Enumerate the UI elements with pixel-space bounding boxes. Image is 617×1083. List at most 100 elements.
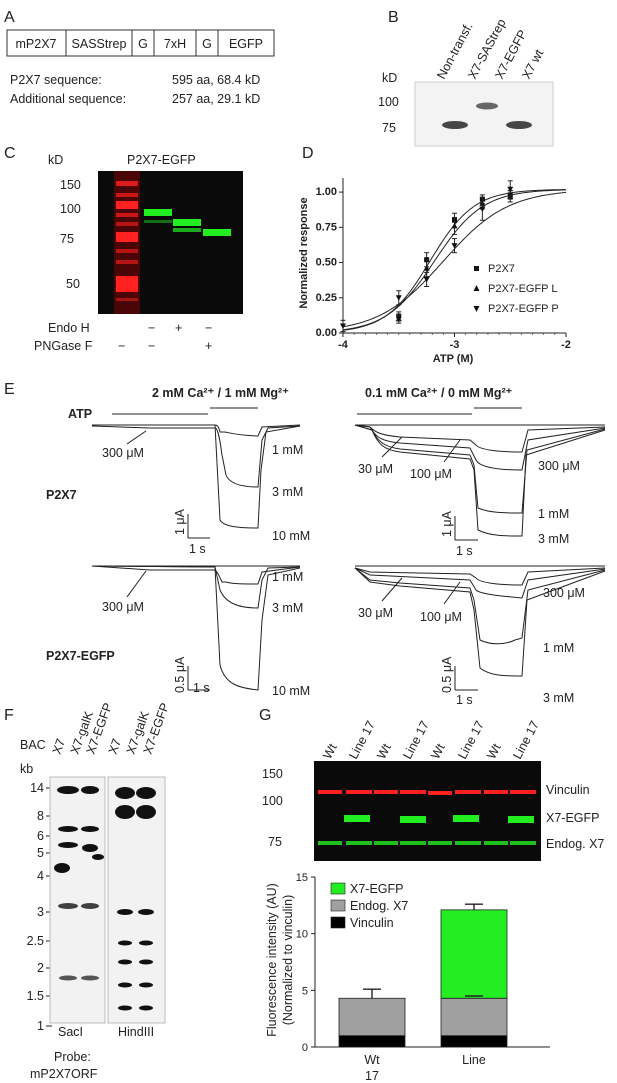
- data-point: [340, 323, 346, 329]
- data-point: [395, 295, 402, 301]
- southern-marker-label: 1.5: [27, 989, 44, 1003]
- blot-c-marker-100: 100: [60, 202, 81, 216]
- southern-unit: kb: [20, 762, 33, 776]
- southern-marker-label: 6: [37, 829, 44, 843]
- southern-lane-4: X7: [106, 737, 124, 756]
- x-tick-label: -4: [338, 339, 349, 351]
- construct-7xh: 7xH: [164, 37, 186, 51]
- row-label-p2x7-egfp: P2X7-EGFP: [46, 649, 115, 663]
- western-g-image: [314, 761, 541, 861]
- y-tick-label: 1.00: [316, 186, 337, 198]
- western-g-lane-label: Line 17: [510, 719, 542, 762]
- enzyme-hindiii: HindIII: [118, 1025, 154, 1039]
- left-top-300um: 300 μM: [102, 446, 144, 460]
- data-point: [479, 206, 486, 212]
- panel-label-f: F: [4, 707, 14, 724]
- left-bottom-300um: 300 μM: [102, 600, 144, 614]
- southern-lane-labels: X7 X7-galK X7-EGFP X7 X7-galK X7-EGFP: [50, 701, 172, 756]
- atp-application-bars: [112, 407, 522, 415]
- right-bottom-100um: 100 μM: [420, 610, 462, 624]
- data-point: [395, 315, 402, 322]
- bar-y-tick-label: 0: [302, 1042, 308, 1054]
- leader-right-top-30: [381, 436, 403, 458]
- scale-x-right-bottom: 1 s: [456, 693, 473, 707]
- row-label-p2x7: P2X7: [46, 488, 77, 502]
- left-top-10mm: 10 mM: [272, 529, 310, 543]
- construct-sasstrep: SASStrep: [72, 37, 127, 51]
- blot-c-endoh-3: −: [205, 321, 212, 335]
- enzyme-saci: SacI: [58, 1025, 83, 1039]
- y-tick-label: 0.50: [316, 257, 337, 269]
- bar-legend-swatch: [330, 916, 346, 929]
- band-label-x7-egfp: X7-EGFP: [546, 811, 600, 825]
- right-bottom-300um: 300 μM: [543, 586, 585, 600]
- scale-y-right-bottom: 0.5 μA: [440, 656, 454, 693]
- construct-mp2x7: mP2X7: [16, 37, 57, 51]
- bar-y-tick-label: 15: [296, 872, 308, 884]
- blot-b-unit: kD: [382, 71, 397, 85]
- x-tick-label: -3: [450, 339, 460, 351]
- y-tick-label: 0.00: [316, 327, 337, 339]
- panel-label-c: C: [4, 145, 16, 162]
- southern-marker-label: 14: [30, 781, 44, 795]
- right-top-30um: 30 μM: [358, 462, 393, 476]
- y-tick-label: 0.75: [316, 221, 337, 233]
- blot-c-pngase-label: PNGase F: [34, 339, 93, 353]
- blot-c-unit: kD: [48, 153, 63, 167]
- blot-c-marker-75: 75: [60, 232, 74, 246]
- southern-bac-label: BAC: [20, 738, 46, 752]
- right-top-300um: 300 μM: [538, 459, 580, 473]
- construct-g1: G: [138, 37, 148, 51]
- data-point: [423, 265, 430, 271]
- blot-c-marker-150: 150: [60, 178, 81, 192]
- scale-y-left-bottom: 0.5 μA: [173, 656, 187, 693]
- bar-category-label: 17: [365, 1069, 379, 1083]
- legend-marker: [473, 306, 480, 312]
- bar-legend-label: Vinculin: [350, 916, 394, 930]
- panel-label-d: D: [302, 145, 314, 162]
- legend-label: P2X7: [488, 263, 515, 275]
- leader-right-bottom-30: [381, 577, 403, 602]
- data-point: [451, 222, 458, 229]
- blot-c-marker-50: 50: [66, 277, 80, 291]
- y-tick-label: 0.25: [316, 292, 337, 304]
- panel-label-e: E: [4, 381, 15, 398]
- western-g-lane-label: Wt: [484, 741, 504, 762]
- southern-marker-label: 2.5: [27, 934, 44, 948]
- left-top-3mm: 3 mM: [272, 485, 303, 499]
- southern-marker-label: 8: [37, 809, 44, 823]
- blot-c-pngase-1: −: [118, 339, 125, 353]
- trace-left-bottom: [91, 565, 301, 691]
- band-label-vinculin: Vinculin: [546, 783, 590, 797]
- p2x7-sequence-value: 595 aa, 68.4 kD: [172, 73, 260, 87]
- bar-legend-label: Endog. X7: [350, 899, 408, 913]
- bar-y-tick-label: 10: [296, 929, 308, 941]
- bar-chart-ylabel: Fluorescence intensity (AU): [265, 883, 279, 1037]
- left-bottom-1mm: 1 mM: [272, 570, 303, 584]
- legend-marker: [474, 266, 479, 271]
- blot-c-endoh-label: Endo H: [48, 321, 90, 335]
- bar-segment: [338, 1035, 406, 1048]
- blot-b-lane-4: X7 wt: [519, 47, 546, 82]
- right-top-100um: 100 μM: [410, 467, 452, 481]
- western-g-lane-label: Wt: [374, 741, 394, 762]
- southern-lane-1: X7: [50, 737, 68, 756]
- blot-c-pngase-2: −: [148, 339, 155, 353]
- blot-c-endoh-2: +: [175, 321, 182, 335]
- southern-marker-label: 4: [37, 869, 44, 883]
- blot-b-marker-75: 75: [382, 121, 396, 135]
- additional-sequence-value: 257 aa, 29.1 kD: [172, 92, 260, 106]
- dose-response-xlabel: ATP (M): [433, 353, 474, 365]
- bar-y-tick-label: 5: [302, 985, 308, 997]
- blot-b-marker-100: 100: [378, 95, 399, 109]
- x-tick-label: -2: [561, 339, 571, 351]
- blot-c-title: P2X7-EGFP: [127, 153, 196, 167]
- left-top-1mm: 1 mM: [272, 443, 303, 457]
- blot-c-image: [98, 171, 243, 314]
- additional-sequence-label: Additional sequence:: [10, 92, 126, 106]
- bar-legend-label: X7-EGFP: [350, 882, 404, 896]
- blot-c-pngase-3: +: [205, 339, 212, 353]
- condition-right: 0.1 mM Ca²⁺ / 0 mM Mg²⁺: [365, 386, 513, 400]
- scale-x-right-top: 1 s: [456, 544, 473, 558]
